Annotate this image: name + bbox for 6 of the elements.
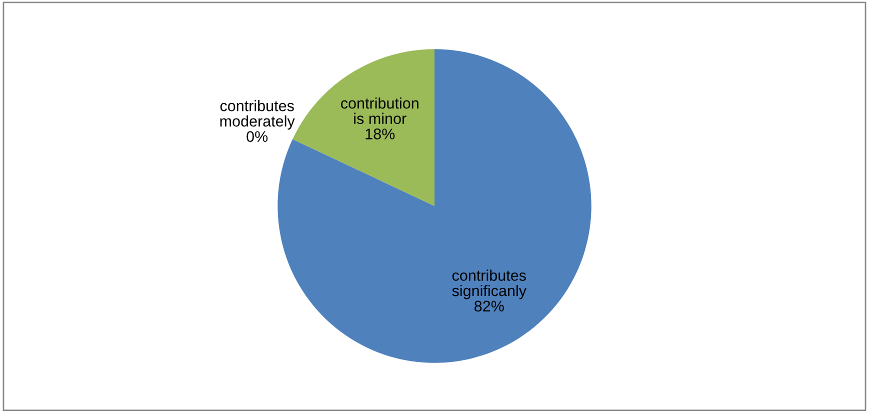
data-label: 82% — [474, 300, 504, 312]
data-label: 18% — [366, 128, 395, 140]
text: 0% — [246, 131, 268, 142]
slice-label: contribution is minor — [341, 97, 418, 124]
slice-label: contributes significanly — [452, 270, 526, 300]
category-label: contributes moderately — [220, 100, 295, 130]
